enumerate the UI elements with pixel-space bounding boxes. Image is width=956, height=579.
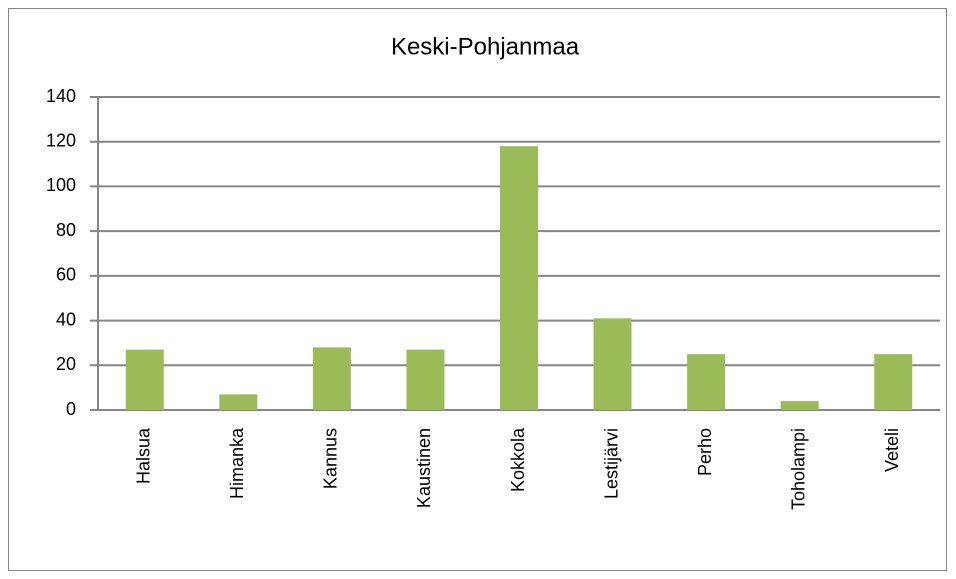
bar [593, 318, 632, 410]
y-tick-label: 120 [46, 130, 76, 150]
x-tick-label: Kannus [321, 428, 341, 489]
y-tick-label: 40 [56, 309, 76, 329]
x-tick-label: Toholampi [788, 428, 808, 510]
y-tick-label: 60 [56, 265, 76, 285]
bar [312, 347, 351, 410]
y-tick-label: 100 [46, 175, 76, 195]
bar [406, 349, 445, 410]
bar [219, 394, 258, 410]
y-tick-label: 20 [56, 354, 76, 374]
chart-border [8, 8, 947, 571]
bar [500, 146, 538, 410]
x-tick-label: Himanka [227, 427, 247, 499]
bar [687, 354, 726, 410]
bar [125, 349, 164, 410]
x-tick-label: Halsua [134, 427, 154, 484]
x-tick-label: Lestijärvi [601, 428, 621, 499]
x-tick-label: Kaustinen [414, 428, 434, 508]
x-tick-label: Perho [695, 428, 715, 476]
y-tick-label: 140 [46, 86, 76, 106]
y-tick-label: 0 [66, 399, 76, 419]
x-tick-label: Veteli [882, 428, 902, 472]
y-tick-label: 80 [56, 220, 76, 240]
x-tick-label: Kokkola [508, 427, 528, 492]
chart-title: Keski-Pohjanmaa [391, 33, 580, 60]
bar [780, 401, 819, 410]
bar [874, 354, 913, 410]
